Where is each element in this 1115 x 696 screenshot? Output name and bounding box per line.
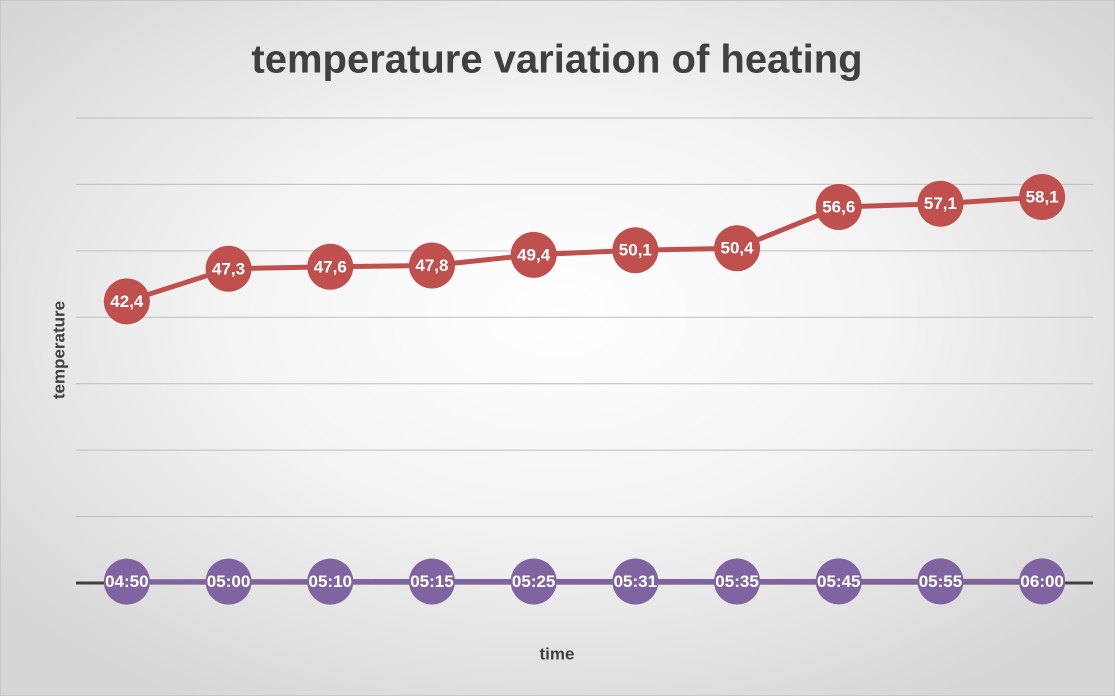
marker [205,558,252,605]
data-label: 05:31 [614,572,657,591]
data-label: 05:25 [512,572,555,591]
marker [612,227,659,274]
data-label: 49,4 [517,245,551,264]
y-axis-label: temperature [49,301,68,399]
marker [815,184,862,231]
marker [1019,558,1066,605]
marker [307,558,354,605]
marker [714,558,761,605]
marker [1019,174,1066,221]
marker [408,242,455,289]
marker [510,558,557,605]
data-label: 47,8 [415,256,448,275]
chart-title: temperature variation of heating [251,38,862,82]
data-label: 05:00 [207,572,250,591]
data-label: 06:00 [1020,572,1063,591]
marker [307,243,354,290]
data-label: 05:15 [410,572,453,591]
data-label: 05:35 [715,572,758,591]
data-label: 05:45 [817,572,860,591]
data-label: 05:55 [919,572,962,591]
marker [917,558,964,605]
x-axis-label: time [540,644,575,663]
data-label: 04:50 [105,572,148,591]
marker [612,558,659,605]
marker [510,231,557,278]
data-label: 05:10 [309,572,352,591]
data-label: 47,3 [212,259,245,278]
data-label: 57,1 [924,194,957,213]
series-line [126,194,1043,304]
data-label: 47,6 [314,257,347,276]
marker [408,558,455,605]
marker [815,558,862,605]
data-label: 50,4 [721,239,755,258]
data-label: 58,1 [1026,188,1059,207]
marker [103,558,150,605]
marker [205,245,252,292]
marker [917,180,964,227]
marker [714,225,761,272]
marker [103,278,150,325]
data-label: 42,4 [110,292,144,311]
data-label: 50,1 [619,241,652,260]
data-label: 56,6 [822,197,855,216]
